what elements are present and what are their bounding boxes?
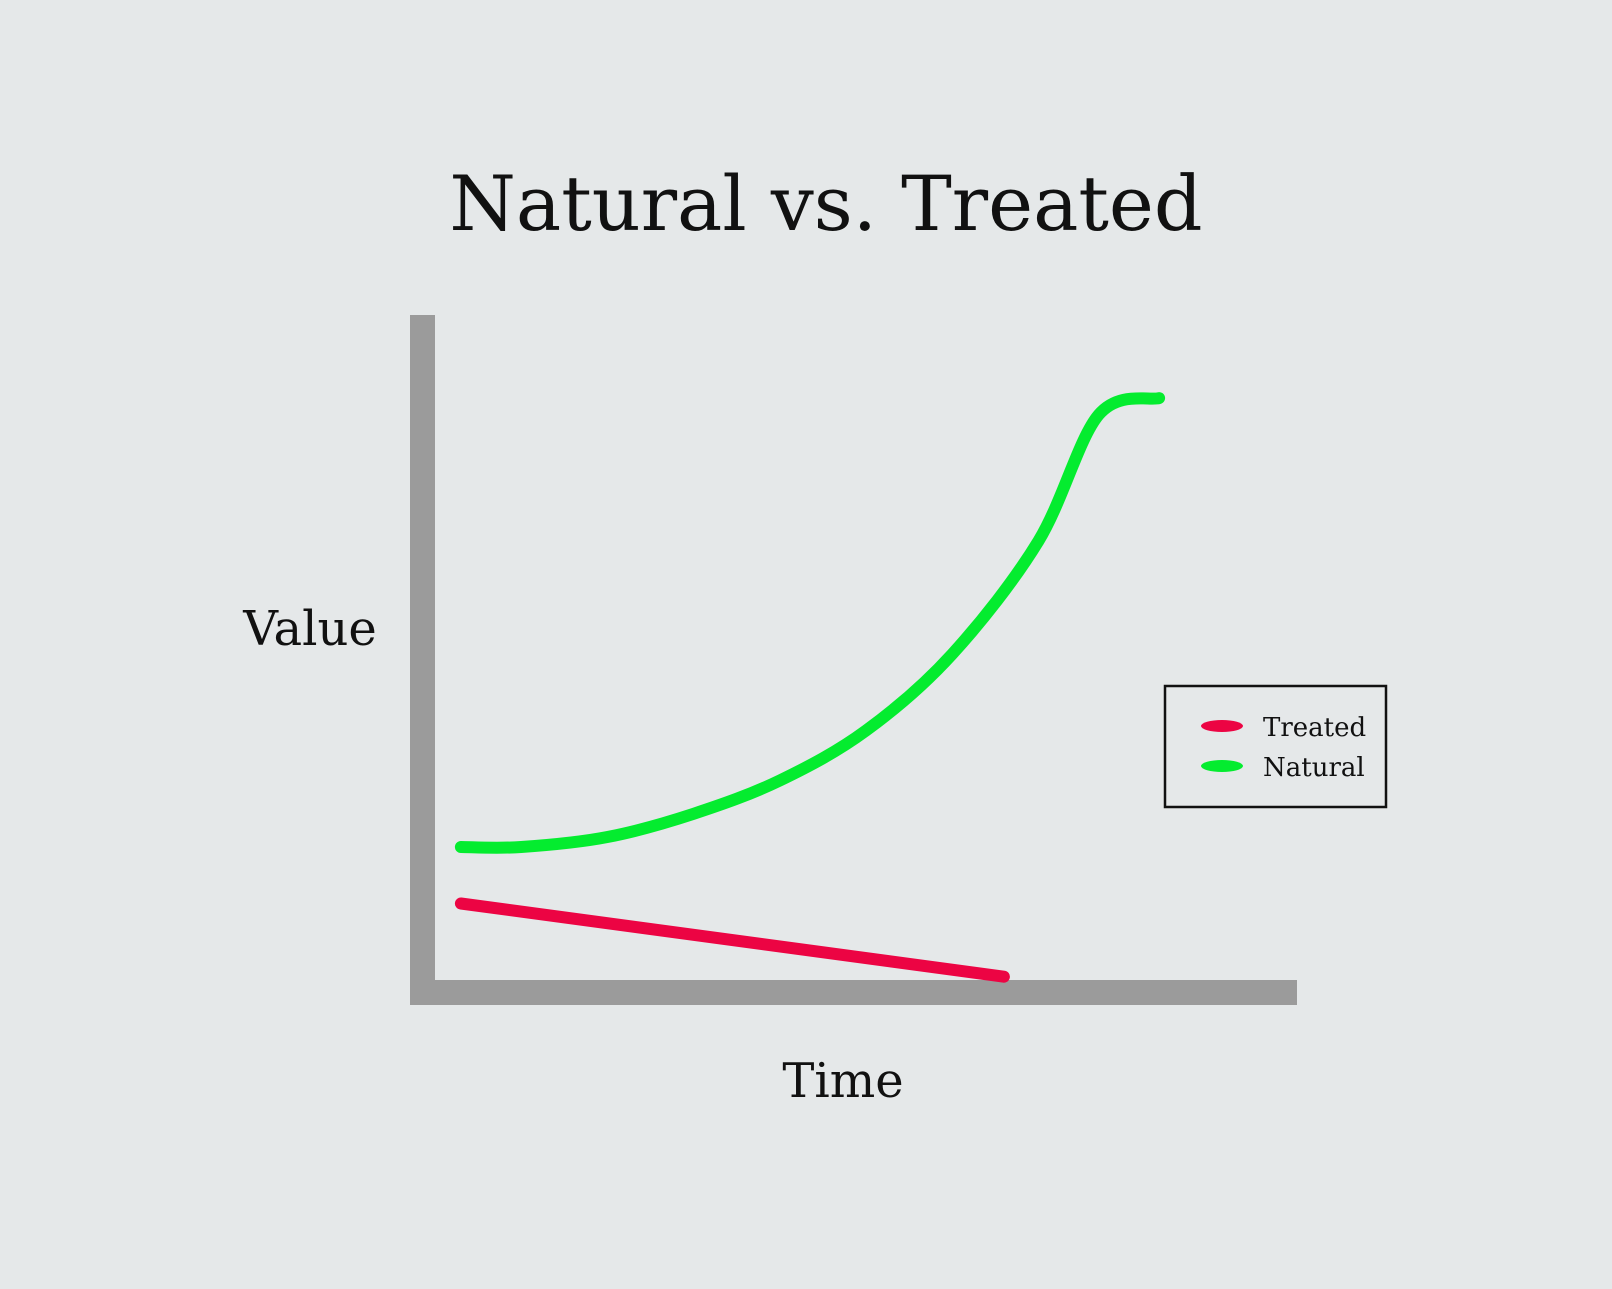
legend-label-treated: Treated <box>1263 713 1366 743</box>
legend-swatch-treated <box>1201 720 1243 732</box>
legend-label-natural: Natural <box>1263 753 1365 783</box>
x-axis-line <box>410 980 1297 1005</box>
legend: Treated Natural <box>1163 684 1388 809</box>
series-line-treated <box>454 897 1010 983</box>
y-axis-line <box>410 315 435 1005</box>
chart-title: Natural vs. Treated <box>449 159 1202 248</box>
y-axis-label: Value <box>242 601 377 657</box>
x-axis-label: Time <box>782 1053 903 1109</box>
legend-swatch-natural <box>1201 760 1243 772</box>
axes <box>410 315 1297 1005</box>
series-layer <box>454 392 1166 983</box>
series-line-natural <box>454 392 1166 854</box>
legend-box <box>1163 684 1388 809</box>
